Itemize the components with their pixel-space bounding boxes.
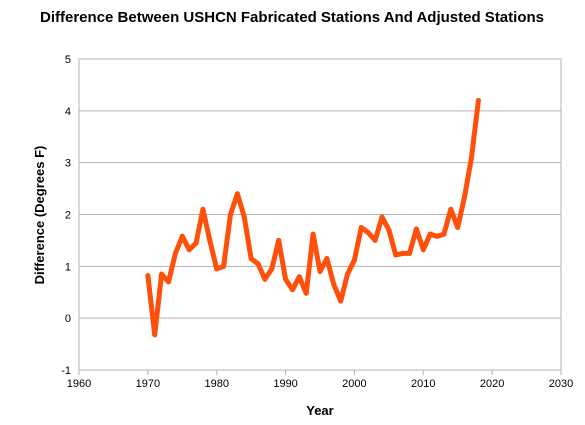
data-point (145, 273, 151, 279)
data-point (468, 154, 474, 160)
data-point (166, 279, 172, 285)
data-point (221, 263, 227, 269)
data-point (427, 231, 433, 237)
data-point (475, 97, 481, 103)
data-point (248, 256, 254, 262)
data-point (413, 226, 419, 232)
data-point (159, 271, 165, 277)
data-point (441, 231, 447, 237)
data-point (393, 252, 399, 258)
y-tick-label: 2 (65, 210, 71, 222)
data-point (324, 256, 330, 262)
y-tick-label: 3 (65, 158, 71, 170)
data-point (331, 281, 337, 287)
data-point (262, 276, 268, 282)
x-tick-label: 2020 (480, 378, 504, 390)
y-tick-label: -1 (61, 365, 71, 377)
data-point (407, 250, 413, 256)
data-point (193, 240, 199, 246)
data-point (179, 233, 185, 239)
data-point (152, 332, 158, 338)
x-tick-label: 2000 (342, 378, 366, 390)
data-point (241, 214, 247, 220)
data-point (296, 274, 302, 280)
x-tick-label: 2010 (411, 378, 435, 390)
data-point (372, 237, 378, 243)
data-point (172, 250, 178, 256)
y-tick-label: 0 (65, 313, 71, 325)
data-point (303, 290, 309, 296)
data-point (455, 224, 461, 230)
data-point (289, 287, 295, 293)
x-tick-label: 1960 (67, 378, 91, 390)
x-tick-label: 1970 (136, 378, 160, 390)
data-point (234, 191, 240, 197)
data-point (283, 276, 289, 282)
data-point (227, 212, 233, 217)
y-axis-title: Difference (Degrees F) (32, 146, 47, 285)
chart-title: Difference Between USHCN Fabricated Stat… (40, 9, 544, 26)
data-point (434, 233, 440, 239)
data-point (365, 230, 371, 236)
x-tick-label: 1990 (273, 378, 297, 390)
data-point (420, 247, 426, 253)
x-tick-label: 1980 (204, 378, 228, 390)
data-point (400, 250, 406, 256)
data-point (310, 231, 316, 237)
data-point (351, 257, 357, 263)
data-point (448, 206, 454, 212)
plot-area: -1 0 1 2 3 4 5 1960 1970 1980 1990 2000 2010 2020 2030 (61, 54, 573, 390)
data-point (269, 266, 275, 272)
data-point (317, 269, 323, 275)
x-axis-title: Year (306, 403, 333, 418)
data-point (255, 261, 261, 267)
data-point (345, 271, 351, 277)
data-point (379, 214, 385, 220)
data-point (200, 206, 206, 212)
y-tick-label: 1 (65, 261, 71, 273)
data-point (276, 237, 282, 243)
x-tick-label: 2030 (549, 378, 573, 390)
data-point (386, 227, 392, 233)
data-point (358, 224, 364, 230)
y-tick-label: 5 (65, 54, 71, 66)
data-point (207, 237, 213, 243)
data-point (214, 266, 220, 272)
data-point (462, 193, 468, 199)
y-tick-label: 4 (65, 106, 71, 118)
data-point (186, 247, 192, 253)
data-point (338, 298, 344, 304)
